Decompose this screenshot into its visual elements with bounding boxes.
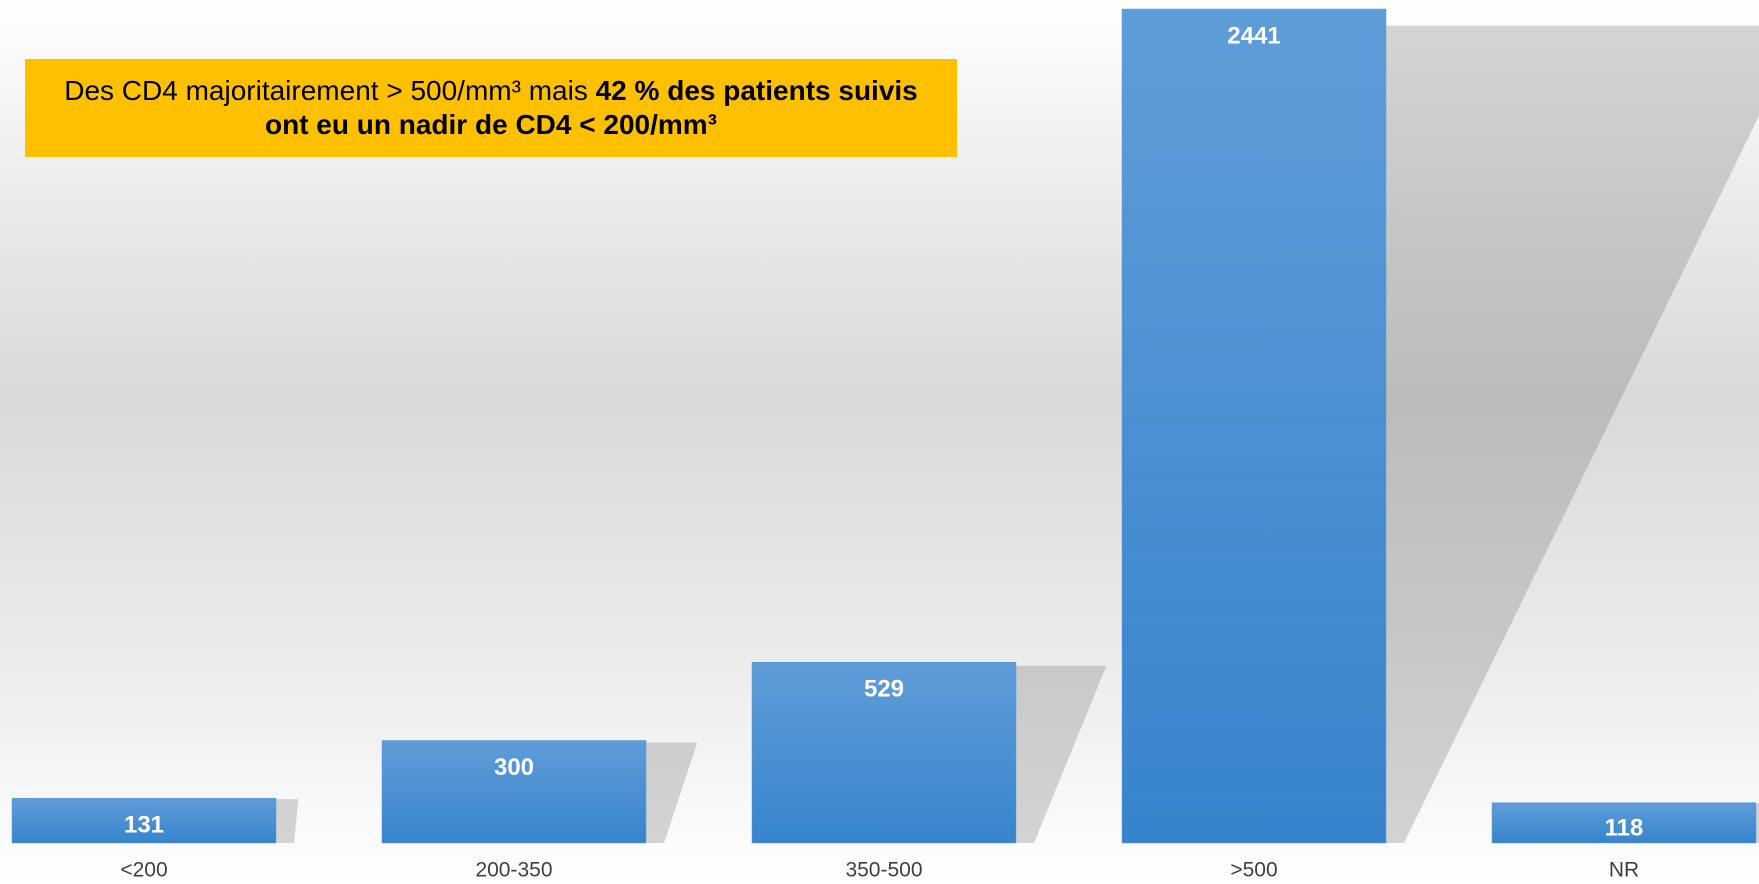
bar xyxy=(381,740,647,844)
bar-shadow xyxy=(1386,25,1759,843)
x-tick-label: 350-500 xyxy=(845,859,922,882)
x-tick-label: >500 xyxy=(1230,859,1277,882)
x-tick-label: NR xyxy=(1609,859,1639,882)
bar xyxy=(11,797,277,844)
annotation: Des CD4 majoritairement > 500/mm³ mais 4… xyxy=(25,59,957,157)
bar-shadow xyxy=(276,799,299,843)
value-label: 300 xyxy=(494,754,534,781)
bar xyxy=(1491,802,1757,844)
bar-shadow xyxy=(1756,803,1759,843)
value-label: 529 xyxy=(864,676,904,703)
x-tick-label: <200 xyxy=(120,859,167,882)
bar xyxy=(1121,8,1387,844)
bar-shadow xyxy=(1016,665,1107,843)
bar xyxy=(751,662,1017,844)
x-tick-label: 200-350 xyxy=(475,859,552,882)
annotation-bold: 42 % des patients suivis ont eu un nadir… xyxy=(265,75,918,140)
value-label: 131 xyxy=(124,812,164,839)
annotation-normal: Des CD4 majoritairement > 500/mm³ mais xyxy=(64,75,596,106)
value-label: 2441 xyxy=(1227,22,1280,49)
value-label: 118 xyxy=(1605,814,1644,841)
annotation-text: Des CD4 majoritairement > 500/mm³ mais 4… xyxy=(45,74,937,142)
bar-shadow xyxy=(646,742,698,843)
